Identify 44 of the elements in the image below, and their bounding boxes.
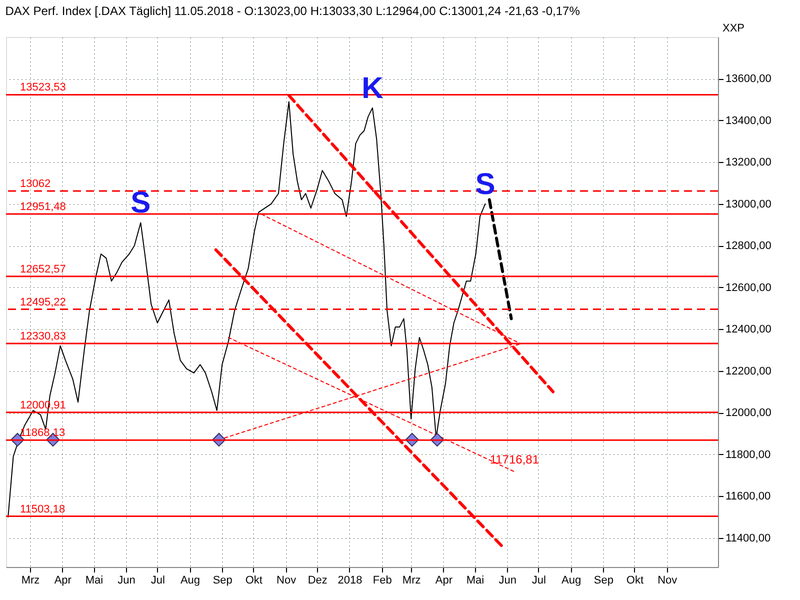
y-tick-label: 12400,00 (726, 324, 772, 336)
x-tick-label: Dez (308, 574, 328, 586)
data-label: 11716,81 (490, 452, 540, 467)
x-tick-label: Jun (498, 574, 516, 586)
ref-line-label: 12951,48 (20, 201, 66, 214)
x-tick-label: Sep (594, 574, 614, 586)
ref-line-label: 13062 (20, 178, 51, 190)
ref-line-label: 13523,53 (20, 82, 66, 94)
y-tick-label: 13400,00 (726, 114, 772, 127)
x-tick-label: Mai (85, 574, 104, 586)
y-tick-label: 12600,00 (726, 282, 772, 294)
x-tick-label: Apr (435, 574, 453, 586)
x-tick-label: Apr (54, 574, 72, 586)
ref-line-label: 11503,18 (20, 503, 66, 516)
x-tick-label: Okt (626, 574, 644, 586)
y-tick-label: 12000,00 (726, 407, 772, 420)
x-tick-label: Jul (532, 574, 546, 586)
ref-line-label: 12652,57 (20, 263, 66, 276)
x-tick-label: Jun (118, 574, 136, 586)
y-tick-label: 11400,00 (726, 532, 771, 544)
ref-line-label: 12495,22 (20, 296, 66, 308)
y-tick-label: 12800,00 (726, 240, 772, 252)
annotation: S (130, 186, 151, 220)
x-tick-label: Mrz (21, 574, 40, 586)
x-tick-label: 2018 (338, 574, 362, 586)
y-tick-label: 11600,00 (726, 490, 771, 503)
x-tick-label: Nov (658, 574, 678, 586)
x-tick-label: Nov (276, 574, 297, 586)
ref-line-label: 12330,83 (20, 330, 66, 343)
chart-title: DAX Perf. Index [.DAX Täglich] 11.05.2018 - O:13023,00 H:13033,30 L:12964,00 C:13001,24 -21,63 -0,17% (5, 4, 580, 18)
y-tick-label: 11800,00 (726, 448, 771, 461)
x-tick-label: Okt (245, 574, 262, 586)
y-tick-label: 13000,00 (726, 198, 772, 210)
x-tick-label: Mrz (402, 574, 421, 586)
x-tick-label: Jul (150, 574, 165, 586)
y-tick-label: 13200,00 (726, 156, 772, 169)
y-tick-label: 13600,00 (726, 73, 772, 86)
y-axis-title: XXP (722, 22, 745, 34)
x-tick-label: Feb (372, 574, 392, 586)
x-tick-label: Aug (562, 574, 582, 586)
x-tick-label: Mai (466, 574, 484, 586)
x-tick-label: Aug (180, 574, 200, 586)
x-tick-label: Sep (212, 574, 232, 586)
y-tick-label: 12200,00 (726, 365, 772, 378)
